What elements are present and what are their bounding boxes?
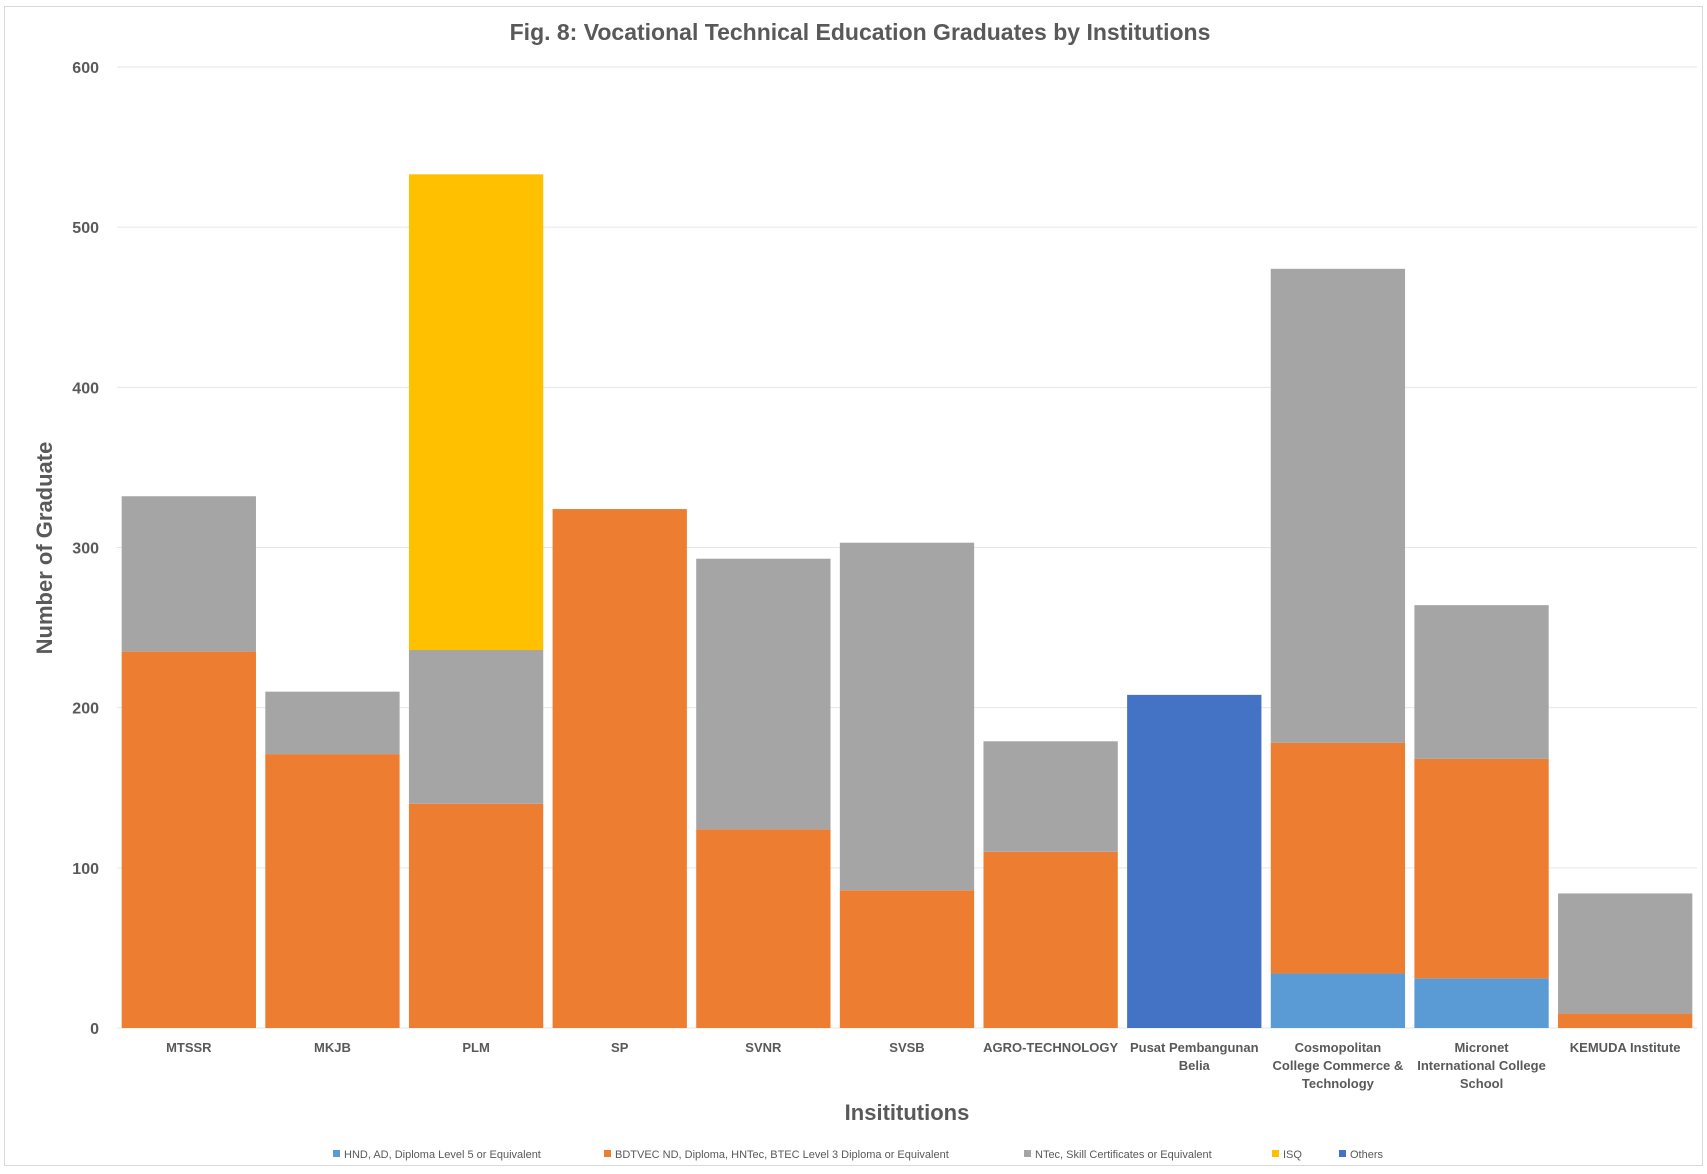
legend-label: NTec, Skill Certificates or Equivalent	[1035, 1149, 1212, 1161]
legend-swatch	[333, 1150, 340, 1157]
x-category-label: SVSB	[889, 1040, 924, 1055]
y-axis-ticks: 0 100 200 300 400 500 600	[72, 60, 99, 1038]
x-category-label: AGRO-TECHNOLOGY	[983, 1040, 1118, 1055]
x-category-label: MKJB	[314, 1040, 351, 1055]
bar-segment	[265, 691, 400, 755]
bar-segment	[121, 651, 256, 1028]
bar-segment	[1414, 758, 1549, 979]
x-category-label-line: MKJB	[314, 1040, 351, 1055]
x-category-label-line: PLM	[462, 1040, 489, 1055]
bar-segment	[1270, 742, 1406, 974]
bar-segment	[696, 558, 831, 830]
chart-title: Fig. 8: Vocational Technical Education G…	[510, 19, 1211, 45]
legend-item: BDTVEC ND, Diploma, HNTec, BTEC Level 3 …	[604, 1149, 949, 1161]
x-category-label-line: Technology	[1302, 1076, 1375, 1091]
x-category-label-line: KEMUDA Institute	[1570, 1040, 1681, 1055]
bar-segment	[983, 741, 1118, 852]
y-tick-label: 600	[72, 60, 99, 77]
legend-label: ISQ	[1283, 1149, 1302, 1161]
bar-segment	[1558, 893, 1693, 1014]
y-axis-title: Number of Graduate	[32, 442, 57, 655]
bars	[121, 174, 1693, 1028]
legend-item: NTec, Skill Certificates or Equivalent	[1024, 1149, 1212, 1161]
x-category-label: MTSSR	[166, 1040, 212, 1055]
x-category-label: PLM	[462, 1040, 489, 1055]
legend-label: HND, AD, Diploma Level 5 or Equivalent	[344, 1149, 541, 1161]
legend-swatch	[1272, 1150, 1279, 1157]
x-category-label-line: AGRO-TECHNOLOGY	[983, 1040, 1118, 1055]
bar-segment	[839, 542, 975, 891]
x-category-label-line: Cosmopolitan	[1295, 1040, 1382, 1055]
x-category-label: Micronet International College School	[1417, 1040, 1546, 1091]
y-tick-label: 0	[90, 1021, 99, 1038]
legend-label: BDTVEC ND, Diploma, HNTec, BTEC Level 3 …	[615, 1149, 949, 1161]
x-category-label-line: Pusat Pembangunan	[1130, 1040, 1259, 1055]
x-category-label: SP	[611, 1040, 629, 1055]
legend: HND, AD, Diploma Level 5 or Equivalent BD…	[333, 1149, 1384, 1161]
bar-segment	[552, 509, 687, 1028]
y-tick-label: 300	[72, 541, 99, 558]
bar-segment	[1270, 268, 1406, 743]
legend-swatch	[1024, 1150, 1031, 1157]
x-category-label-line: School	[1460, 1076, 1503, 1091]
x-category-label-line: SVSB	[889, 1040, 924, 1055]
x-category-label-line: SVNR	[745, 1040, 782, 1055]
bar-segment	[1414, 605, 1549, 759]
chart-frame	[4, 6, 1703, 1166]
legend-item: ISQ	[1272, 1149, 1302, 1161]
y-tick-label: 500	[72, 220, 99, 237]
x-category-label-line: Micronet	[1454, 1040, 1509, 1055]
bar-segment	[1270, 973, 1406, 1028]
y-tick-label: 100	[72, 861, 99, 878]
bar-segment	[265, 754, 400, 1028]
x-category-label-line: Belia	[1179, 1058, 1211, 1073]
bar-segment	[983, 851, 1118, 1028]
bar-segment	[408, 650, 544, 804]
x-category-label: SVNR	[745, 1040, 782, 1055]
x-category-label-line: College Commerce &	[1273, 1058, 1404, 1073]
legend-swatch	[1339, 1150, 1346, 1157]
y-tick-label: 400	[72, 380, 99, 397]
x-category-label: Cosmopolitan College Commerce & Technology	[1273, 1040, 1404, 1091]
x-axis-categories: MTSSR MKJB PLM SP SVNR SVSB AGRO-TECHNOLOGY Pus…	[166, 1040, 1680, 1091]
bar-segment	[1127, 694, 1262, 1028]
bar-segment	[696, 829, 831, 1028]
legend-item: HND, AD, Diploma Level 5 or Equivalent	[333, 1149, 541, 1161]
bar-segment	[839, 890, 975, 1028]
bar-segment	[1414, 978, 1549, 1028]
bar-segment	[408, 174, 544, 651]
x-category-label-line: MTSSR	[166, 1040, 212, 1055]
x-category-label-line: International College	[1417, 1058, 1546, 1073]
x-category-label-line: SP	[611, 1040, 629, 1055]
bar-segment	[121, 496, 256, 652]
x-category-label: KEMUDA Institute	[1570, 1040, 1681, 1055]
legend-swatch	[604, 1150, 611, 1157]
y-tick-label: 200	[72, 701, 99, 718]
legend-label: Others	[1350, 1149, 1384, 1161]
x-category-label: Pusat Pembangunan Belia	[1130, 1040, 1259, 1073]
legend-item: Others	[1339, 1149, 1384, 1161]
bar-segment	[408, 803, 544, 1028]
x-axis-title: Insititutions	[845, 1100, 970, 1125]
bar-segment	[1558, 1013, 1693, 1028]
